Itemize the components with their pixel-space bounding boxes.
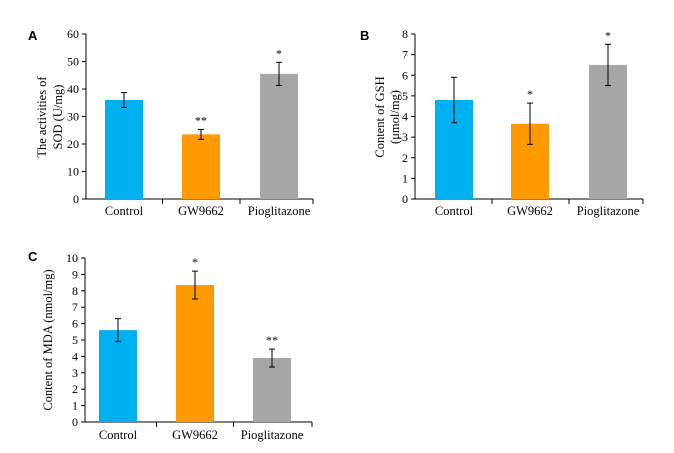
y-tick-label: 4	[72, 349, 78, 363]
chart-panel-c: C 0 1 2 3 4 5 6 7 8 9 10 Control * GW9662 ** Pioglitazon…	[28, 249, 313, 442]
y-tick-label: 8	[402, 27, 408, 41]
y-tick-label: 40	[67, 82, 79, 96]
significance-mark: *	[527, 87, 533, 101]
y-tick-label: 8	[72, 284, 78, 298]
chart-panel-a: A 0 10 20 30 40 50 60 Control ** GW9662 * Pioglitazo…	[28, 27, 314, 218]
y-tick-label: 6	[72, 317, 78, 331]
bar-pioglitazone	[260, 73, 298, 199]
y-tick-label: 10	[67, 165, 79, 179]
y-tick-label: 30	[67, 110, 79, 124]
y-tick-label: 3	[402, 130, 408, 144]
y-tick-label: 0	[72, 415, 78, 429]
y-tick-label: 7	[72, 300, 78, 314]
category-label: Pioglitazone	[577, 204, 640, 218]
bar-pioglitazone	[253, 358, 291, 422]
y-tick-label: 60	[67, 27, 79, 41]
category-label: GW9662	[507, 204, 553, 218]
y-tick-label: 50	[67, 55, 79, 69]
category-label: Control	[435, 204, 474, 218]
bar-control	[105, 100, 143, 199]
significance-mark: *	[605, 28, 611, 42]
y-tick-label: 0	[402, 192, 408, 206]
category-label: GW9662	[172, 428, 218, 442]
significance-mark: **	[195, 113, 207, 127]
panel-letter-b: B	[360, 28, 369, 43]
y-tick-label: 5	[402, 89, 408, 103]
y-axis-label: The activities of	[35, 76, 49, 158]
y-tick-label: 10	[66, 251, 78, 265]
significance-mark: *	[276, 46, 282, 60]
y-tick-label: 2	[72, 382, 78, 396]
category-label: Control	[99, 428, 138, 442]
y-tick-label: 3	[72, 366, 78, 380]
y-tick-label: 0	[73, 192, 79, 206]
panel-letter-c: C	[28, 249, 38, 264]
y-tick-label: 5	[72, 333, 78, 347]
significance-mark: *	[192, 255, 198, 269]
category-label: GW9662	[178, 204, 224, 218]
significance-mark: **	[266, 333, 278, 347]
y-tick-label: 1	[402, 171, 408, 185]
y-tick-label: 1	[72, 399, 78, 413]
y-axis-label: SOD (U/mg)	[51, 85, 65, 150]
category-label: Control	[105, 204, 144, 218]
bar-gw9662	[176, 285, 214, 422]
panel-letter-a: A	[28, 28, 38, 43]
category-label: Pioglitazone	[248, 204, 311, 218]
category-label: Pioglitazone	[241, 428, 304, 442]
y-tick-label: 2	[402, 151, 408, 165]
y-axis-label: (μmol/mg)	[388, 90, 402, 144]
bar-gw9662	[182, 134, 220, 199]
y-tick-label: 9	[72, 267, 78, 281]
y-axis-label: Content of GSH	[373, 76, 387, 157]
chart-panel-b: B 0 1 2 3 4 5 6 7 8 Control * GW9662 * Pioglitazone Con…	[360, 27, 644, 218]
bar-pioglitazone	[589, 64, 627, 199]
y-tick-label: 6	[402, 68, 408, 82]
y-tick-label: 4	[402, 110, 408, 124]
y-tick-label: 20	[67, 137, 79, 151]
y-tick-label: 7	[402, 48, 408, 62]
bar-control	[99, 330, 137, 422]
y-axis-label: Content of MDA (nmol/mg)	[41, 269, 55, 410]
